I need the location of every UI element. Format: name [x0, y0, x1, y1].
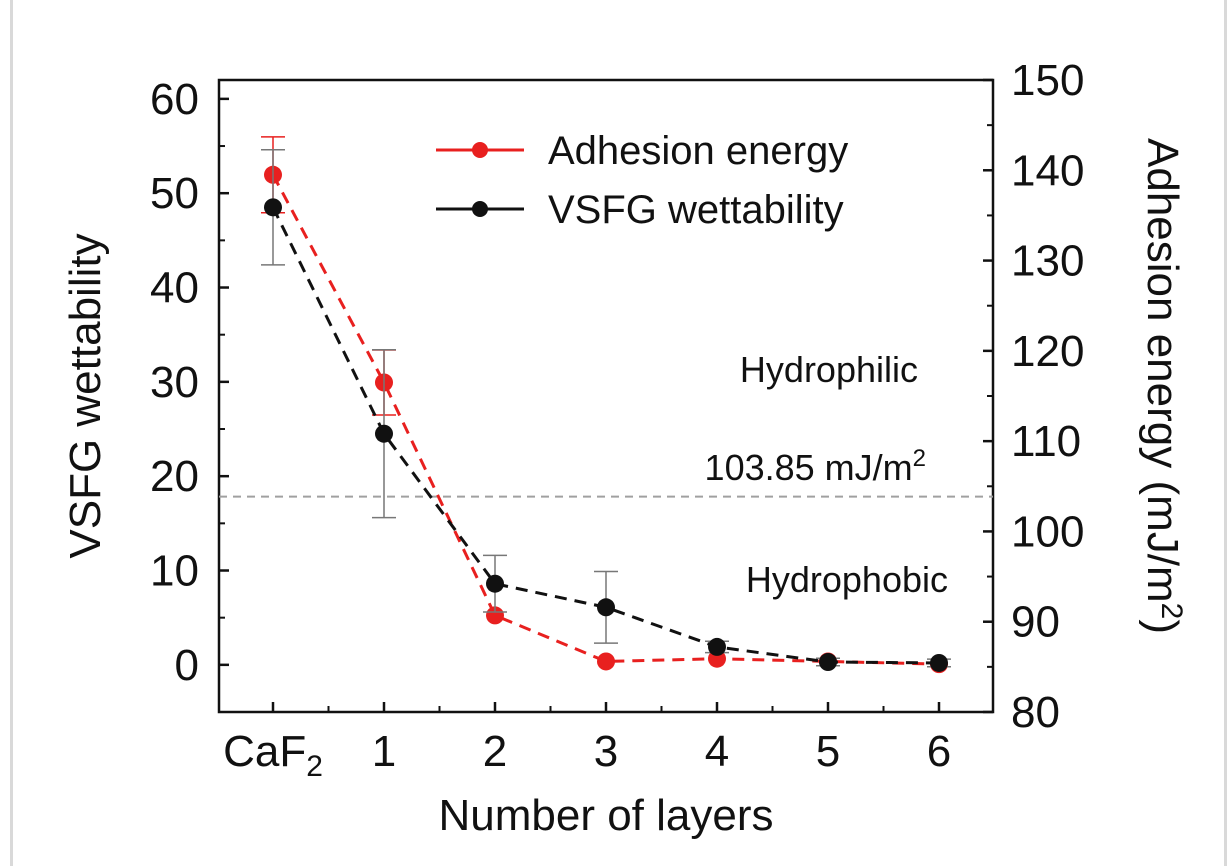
y-right-tick-label: 120 [1011, 327, 1084, 376]
left-edge-line [10, 0, 13, 866]
series-group [261, 136, 951, 674]
legend: Adhesion energy VSFG wettability [436, 129, 848, 232]
legend-swatch-vsfg-marker [472, 201, 488, 217]
vsfg-wettability-point [375, 424, 393, 443]
adhesion-energy-point [597, 652, 615, 671]
y-right-axis-title-superscript: 2 [1155, 603, 1188, 620]
vsfg-wettability-point [486, 574, 504, 593]
axes-group: 0 10 20 30 40 50 60 80 90 100 110 120 130 140 150 CaF2 1… [150, 56, 1084, 783]
y-left-tick-label: 10 [150, 547, 199, 596]
y-right-axis-title: Adhesion energy (mJ/m2) [1138, 138, 1188, 634]
legend-label-adhesion: Adhesion energy [548, 129, 848, 173]
y-right-tick-label: 80 [1011, 688, 1060, 737]
y-left-tick-label: 60 [150, 75, 199, 124]
vsfg-wettability-point [708, 637, 726, 656]
y-left-axis-title: VSFG wettability [61, 233, 110, 558]
x-tick-label: 5 [816, 727, 840, 776]
y-left-tick-label: 30 [150, 358, 199, 407]
y-left-tick-label: 40 [150, 264, 199, 313]
y-right-tick-label: 100 [1011, 507, 1084, 556]
y-right-tick-label: 150 [1011, 56, 1084, 105]
legend-label-vsfg: VSFG wettability [548, 188, 844, 232]
annotation-hydrophobic: Hydrophobic [746, 559, 948, 600]
y-right-axis-title-main: Adhesion energy (mJ/m [1138, 138, 1187, 603]
x-tick-label: 1 [372, 727, 396, 776]
vsfg-wettability-point [819, 653, 837, 672]
y-right-tick-label: 130 [1011, 237, 1084, 286]
vsfg-wettability-point [264, 198, 282, 217]
x-axis-title: Number of layers [438, 791, 773, 840]
x-tick-label: 2 [483, 727, 507, 776]
x-tick-label: 4 [705, 727, 729, 776]
y-left-tick-label: 50 [150, 169, 199, 218]
y-left-tick-label: 20 [150, 452, 199, 501]
x-tick-label: CaF2 [223, 727, 323, 783]
vsfg-wettability-point [597, 598, 615, 617]
vsfg-wettability-point [930, 653, 948, 672]
x-tick-label-subscript: 2 [306, 750, 323, 783]
y-right-tick-label: 140 [1011, 146, 1084, 195]
y-left-tick-label: 0 [175, 641, 199, 690]
annotation-hydrophilic: Hydrophilic [740, 349, 918, 390]
threshold-label: 103.85 mJ/m2 [705, 445, 926, 488]
y-right-tick-label: 110 [1011, 417, 1081, 466]
y-right-tick-label: 90 [1011, 598, 1060, 647]
x-tick-label: 6 [927, 727, 951, 776]
y-right-axis-title-close: ) [1138, 619, 1187, 634]
x-tick-label: 3 [594, 727, 618, 776]
adhesion-energy-point [486, 606, 504, 625]
threshold-label-main: 103.85 mJ/m [705, 447, 913, 488]
threshold-label-superscript: 2 [913, 445, 926, 472]
legend-swatch-adhesion-marker [472, 142, 488, 158]
right-edge-line [1224, 0, 1227, 866]
